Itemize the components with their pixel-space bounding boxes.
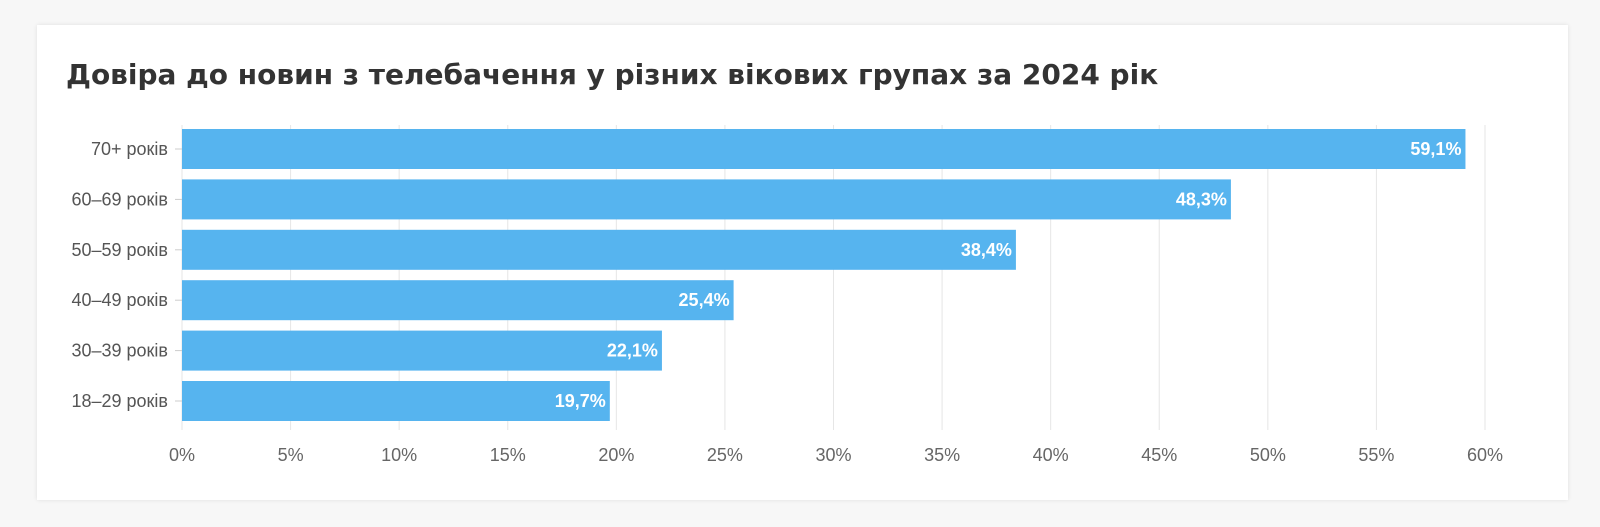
bar <box>182 129 1466 169</box>
x-tick-label: 10% <box>381 445 417 465</box>
category-label: 60–69 років <box>71 189 168 209</box>
bar <box>182 330 662 371</box>
bar <box>182 381 610 421</box>
value-label: 59,1% <box>1410 139 1461 159</box>
category-label: 40–49 років <box>71 290 168 310</box>
chart-title: Довіра до новин з телебачення у різних в… <box>66 58 1159 91</box>
value-label: 48,3% <box>1176 189 1227 209</box>
value-label: 19,7% <box>555 391 606 411</box>
value-label: 22,1% <box>607 341 658 361</box>
x-tick-label: 20% <box>598 445 634 465</box>
category-label: 50–59 років <box>71 240 168 260</box>
label-layer: 0% 5% 10% 15% 20% 25% 30% 35% 40% 45% 50% 55% 60% 70+… <box>71 139 1503 465</box>
x-tick-label: 35% <box>924 445 960 465</box>
bar-layer <box>182 129 1466 421</box>
bar-chart: 0% 5% 10% 15% 20% 25% 30% 35% 40% 45% 50% 55% 60% 70+… <box>71 125 1503 465</box>
x-tick-label: 55% <box>1358 445 1394 465</box>
x-tick-label: 60% <box>1467 445 1503 465</box>
x-tick-label: 30% <box>815 445 851 465</box>
x-tick-label: 40% <box>1033 445 1069 465</box>
x-tick-label: 25% <box>707 445 743 465</box>
category-label: 70+ років <box>91 139 168 159</box>
x-tick-label: 15% <box>490 445 526 465</box>
bar <box>182 280 734 321</box>
value-label: 38,4% <box>961 240 1012 260</box>
grid-layer <box>175 125 1486 430</box>
bar <box>182 179 1231 220</box>
x-tick-label: 0% <box>169 445 195 465</box>
bar <box>182 229 1016 270</box>
category-label: 18–29 років <box>71 391 168 411</box>
category-label: 30–39 років <box>71 341 168 361</box>
chart-card: Довіра до новин з телебачення у різних в… <box>37 25 1568 500</box>
value-label: 25,4% <box>679 290 730 310</box>
x-tick-label: 50% <box>1250 445 1286 465</box>
x-tick-label: 45% <box>1141 445 1177 465</box>
x-tick-label: 5% <box>278 445 304 465</box>
